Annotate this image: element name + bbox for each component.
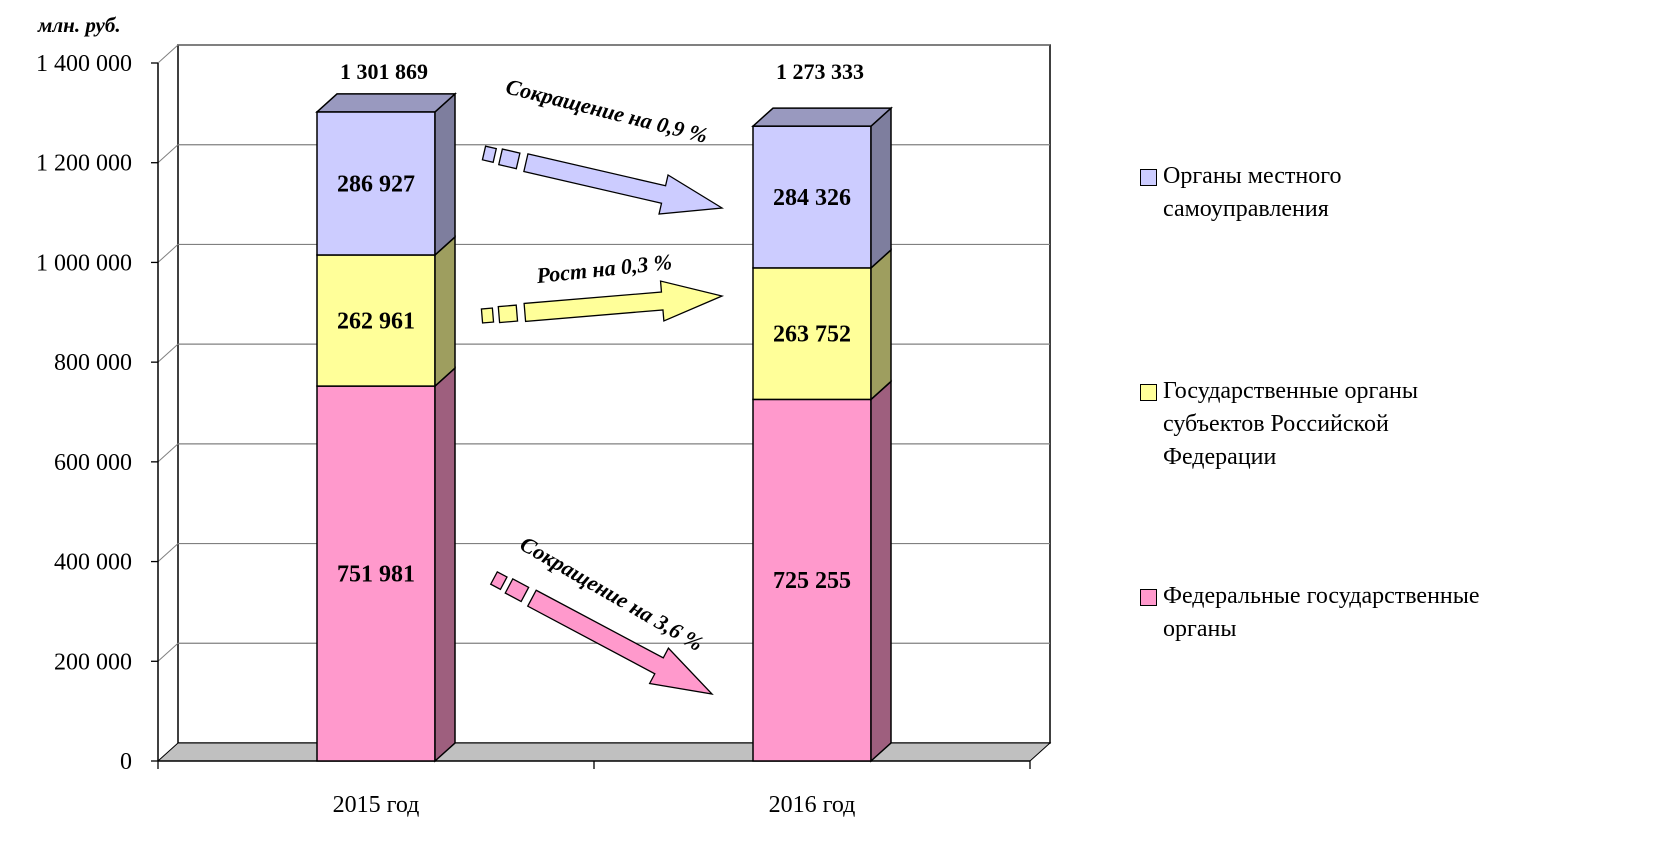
total-label: 1 301 869 xyxy=(340,59,428,84)
y-tick-label: 1 000 000 xyxy=(36,250,132,276)
bar-segment-side xyxy=(870,106,892,270)
segment-value-label: 263 752 xyxy=(773,322,851,348)
legend-label-line: Органы местного xyxy=(1163,163,1342,189)
total-label: 1 273 333 xyxy=(776,59,864,84)
gridline-diagonal xyxy=(157,44,179,64)
legend-label-line: субъектов Российской xyxy=(1163,411,1389,437)
segment-value-label: 284 326 xyxy=(773,185,851,211)
x-tick-label: 2015 год xyxy=(333,792,420,818)
bar-segment xyxy=(316,111,436,256)
y-tick-label: 200 000 xyxy=(54,649,132,675)
legend-label: Федеральные государственные органы xyxy=(1163,580,1480,646)
legend-label-line: самоуправления xyxy=(1163,196,1329,222)
arrow-dash xyxy=(497,148,521,170)
legend-item: Государственные органы субъектов Российск… xyxy=(1140,375,1418,474)
legend-item: Федеральные государственные органы xyxy=(1140,580,1480,646)
bar-top xyxy=(315,93,457,113)
legend-swatch xyxy=(1140,589,1157,606)
legend-label: Органы местного самоуправления xyxy=(1163,160,1341,226)
y-tick-label: 600 000 xyxy=(54,450,132,476)
bar-segment xyxy=(316,385,436,762)
legend-item: Органы местного самоуправления xyxy=(1140,160,1341,226)
y-tick-label: 400 000 xyxy=(54,550,132,576)
segment-value-label: 725 255 xyxy=(773,568,851,594)
segment-value-label: 262 961 xyxy=(337,309,415,335)
arrow-body xyxy=(523,153,725,215)
arrow-dash xyxy=(504,578,530,603)
arrow-body xyxy=(526,589,714,695)
arrow-federal xyxy=(489,570,714,695)
bar-segment-side xyxy=(870,248,892,402)
gridline-diagonal xyxy=(157,244,179,263)
legend-label-line: органы xyxy=(1163,616,1237,642)
legend-label-line: Федеральные государственные xyxy=(1163,583,1480,609)
legend-swatch xyxy=(1140,384,1157,401)
floor xyxy=(156,742,1052,762)
arrow-dash xyxy=(489,570,508,591)
bar-segment xyxy=(752,267,872,401)
y-tick-label: 1 400 000 xyxy=(36,51,132,77)
gridline-diagonal xyxy=(157,543,179,562)
bar-segment-side xyxy=(434,235,456,388)
bar-segment xyxy=(316,254,436,387)
bar-segment-side xyxy=(434,366,456,763)
y-tick-label: 1 200 000 xyxy=(36,151,132,177)
arrow-body xyxy=(523,280,725,323)
bar-segment-side xyxy=(870,379,892,763)
y-axis: 0 200 000 400 000 600 000 800 000 1 000 000 1 … xyxy=(36,51,159,775)
segment-value-label: 751 981 xyxy=(337,562,415,588)
bar-segment xyxy=(752,398,872,762)
gridline-diagonal xyxy=(157,642,179,662)
arrow-dash xyxy=(497,304,519,324)
x-axis: 2015 год 2016 год xyxy=(157,760,1031,818)
bar-top xyxy=(751,107,893,127)
gridline-diagonal xyxy=(157,343,179,363)
legend-label-line: Государственные органы xyxy=(1163,378,1418,404)
legend-label: Государственные органы субъектов Российск… xyxy=(1163,375,1418,474)
segment-value-label: 286 927 xyxy=(337,171,415,197)
unit-label: млн. руб. xyxy=(37,13,121,37)
bars xyxy=(315,92,893,763)
bar-segment-side xyxy=(434,92,456,257)
arrow-dash xyxy=(481,145,498,164)
gridline-diagonal xyxy=(157,144,179,164)
arrow-dash xyxy=(480,307,495,324)
y-tick-label: 800 000 xyxy=(54,350,132,376)
x-tick-label: 2016 год xyxy=(769,792,856,818)
arrow-local xyxy=(481,145,725,215)
arrow-regional xyxy=(480,280,725,324)
plot-area xyxy=(156,44,1052,762)
legend: Органы местного самоуправления Государстве… xyxy=(1140,160,1670,700)
legend-swatch xyxy=(1140,169,1157,186)
legend-label-line: Федерации xyxy=(1163,444,1277,470)
change-arrows xyxy=(480,145,725,695)
bar-segment xyxy=(752,125,872,269)
y-tick-label: 0 xyxy=(120,749,132,775)
gridline-diagonal xyxy=(157,443,179,463)
